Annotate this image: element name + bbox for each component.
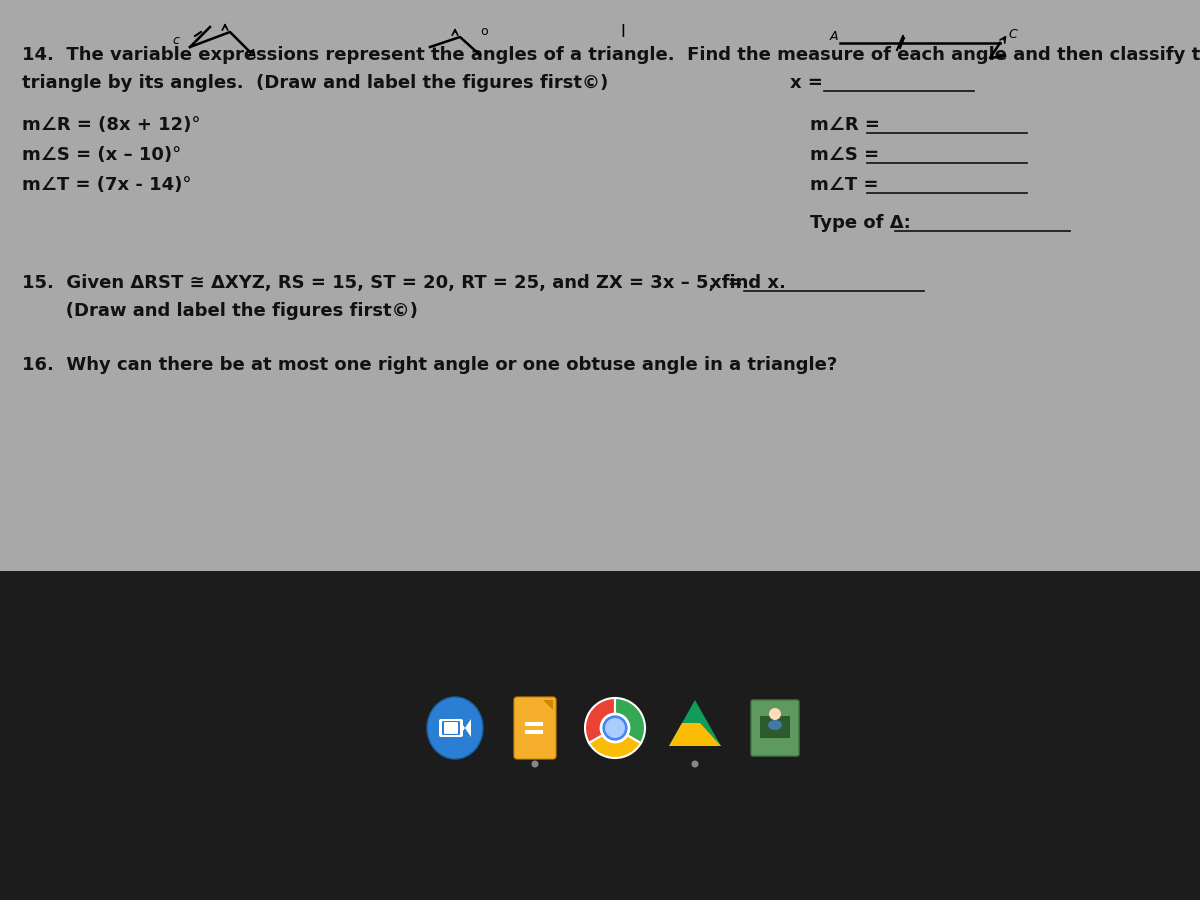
- Text: (Draw and label the figures first©): (Draw and label the figures first©): [22, 302, 418, 320]
- FancyBboxPatch shape: [514, 697, 556, 759]
- Circle shape: [605, 718, 625, 738]
- Text: 15.  Given ΔRST ≅ ΔXYZ, RS = 15, ST = 20, RT = 25, and ZX = 3x – 5, find x.: 15. Given ΔRST ≅ ΔXYZ, RS = 15, ST = 20,…: [22, 274, 786, 292]
- Polygon shape: [670, 700, 721, 746]
- Polygon shape: [461, 719, 470, 737]
- FancyBboxPatch shape: [439, 719, 463, 737]
- Bar: [760, 716, 790, 738]
- FancyBboxPatch shape: [444, 722, 458, 734]
- Text: x =: x =: [790, 74, 829, 92]
- Polygon shape: [670, 723, 721, 746]
- Wedge shape: [616, 698, 646, 743]
- Text: c: c: [172, 34, 179, 47]
- Text: o: o: [480, 25, 487, 38]
- Text: 16.  Why can there be at most one right angle or one obtuse angle in a triangle?: 16. Why can there be at most one right a…: [22, 356, 838, 374]
- Text: A: A: [830, 30, 839, 43]
- Circle shape: [691, 760, 698, 768]
- Text: m∠R =: m∠R =: [810, 116, 886, 134]
- Bar: [526, 730, 542, 734]
- Text: I: I: [620, 23, 625, 41]
- Text: m∠S =: m∠S =: [810, 146, 886, 164]
- Circle shape: [532, 760, 539, 768]
- Text: m∠R = (8x + 12)°: m∠R = (8x + 12)°: [22, 116, 200, 134]
- Bar: [0, 571, 1200, 900]
- Bar: [526, 722, 542, 726]
- FancyBboxPatch shape: [442, 721, 460, 735]
- Text: m∠S = (x – 10)°: m∠S = (x – 10)°: [22, 146, 181, 164]
- Text: m∠T =: m∠T =: [810, 176, 884, 194]
- Text: 14.  The variable expressions represent the angles of a triangle.  Find the meas: 14. The variable expressions represent t…: [22, 46, 1200, 64]
- Circle shape: [601, 714, 629, 742]
- Text: C: C: [1008, 28, 1016, 41]
- Ellipse shape: [427, 697, 482, 759]
- Circle shape: [586, 698, 646, 758]
- Circle shape: [446, 724, 455, 732]
- Text: A: A: [248, 48, 257, 61]
- Text: x =: x =: [710, 274, 749, 292]
- Polygon shape: [542, 700, 553, 710]
- FancyBboxPatch shape: [751, 700, 799, 756]
- Text: m∠T = (7x - 14)°: m∠T = (7x - 14)°: [22, 176, 192, 194]
- Wedge shape: [589, 728, 641, 758]
- Text: triangle by its angles.  (Draw and label the figures first©): triangle by its angles. (Draw and label …: [22, 74, 608, 92]
- Polygon shape: [670, 700, 695, 746]
- Wedge shape: [586, 698, 616, 743]
- Circle shape: [769, 708, 781, 720]
- Ellipse shape: [768, 720, 782, 730]
- Text: Type of Δ:: Type of Δ:: [810, 214, 917, 232]
